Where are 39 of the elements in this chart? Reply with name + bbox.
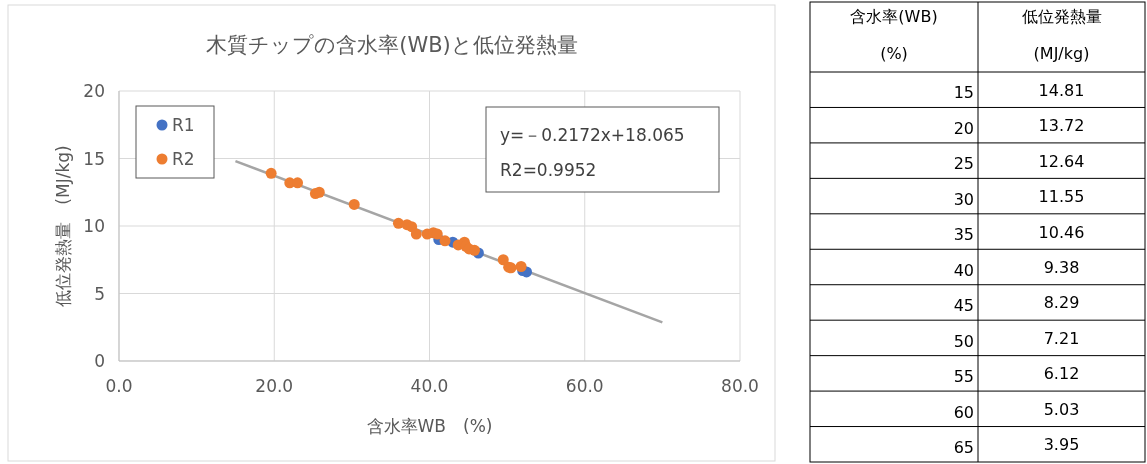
data-label: 3.95 bbox=[1043, 435, 1080, 455]
data-label: 14.81 bbox=[1038, 80, 1085, 100]
y-tick-label: 0 bbox=[94, 351, 105, 371]
y-tick-label: 55 bbox=[953, 367, 974, 387]
x-tick-label: 20.0 bbox=[255, 376, 294, 396]
data-label: 6.12 bbox=[1043, 364, 1080, 384]
data-label: 7.21 bbox=[1043, 328, 1080, 348]
y-tick-label: 25 bbox=[953, 154, 974, 174]
annotation: R2=0.9952 bbox=[500, 160, 597, 180]
data-label: 9.38 bbox=[1043, 258, 1080, 277]
y-tick-label: 40 bbox=[953, 260, 974, 280]
x-tick-label: 60.0 bbox=[565, 376, 604, 396]
x-tick-label: 80.0 bbox=[721, 376, 759, 396]
data-label: 13.72 bbox=[1038, 116, 1085, 136]
legend-label: R1 bbox=[172, 115, 195, 135]
y-tick-label: 20 bbox=[953, 118, 974, 138]
data-label: 12.64 bbox=[1038, 151, 1085, 171]
data-label: 11.55 bbox=[1038, 187, 1085, 207]
y-tick-label: 30 bbox=[953, 189, 974, 209]
y-tick-label: 15 bbox=[953, 83, 974, 103]
data-label: 5.03 bbox=[1043, 399, 1080, 419]
x-axis-title: 含水率WB (%) bbox=[366, 416, 493, 436]
y-tick-label: 35 bbox=[953, 225, 974, 245]
y-tick-label: 10 bbox=[83, 216, 105, 236]
y-tick-label: 5 bbox=[94, 283, 105, 304]
y-tick-label: 45 bbox=[953, 296, 974, 316]
data-label: 10.46 bbox=[1038, 222, 1085, 242]
y-tick-label: 20 bbox=[83, 81, 105, 101]
annotation: y=－0.2172x+18.065 bbox=[500, 125, 685, 145]
y-tick-label: 50 bbox=[953, 331, 974, 351]
legend-label: R2 bbox=[172, 149, 195, 169]
y-axis-title: 含水率(WB) (%) bbox=[850, 7, 938, 63]
x-tick-label: 0.0 bbox=[105, 376, 133, 396]
chart-title: 木質チップの含水率(WB)と低位発熱量 bbox=[206, 33, 578, 57]
y-tick-label: 60 bbox=[953, 402, 974, 422]
y-tick-label: 15 bbox=[83, 148, 105, 169]
x-tick-label: 40.0 bbox=[410, 376, 449, 396]
y-tick-label: 65 bbox=[953, 438, 974, 457]
data-label: 8.29 bbox=[1043, 293, 1080, 313]
